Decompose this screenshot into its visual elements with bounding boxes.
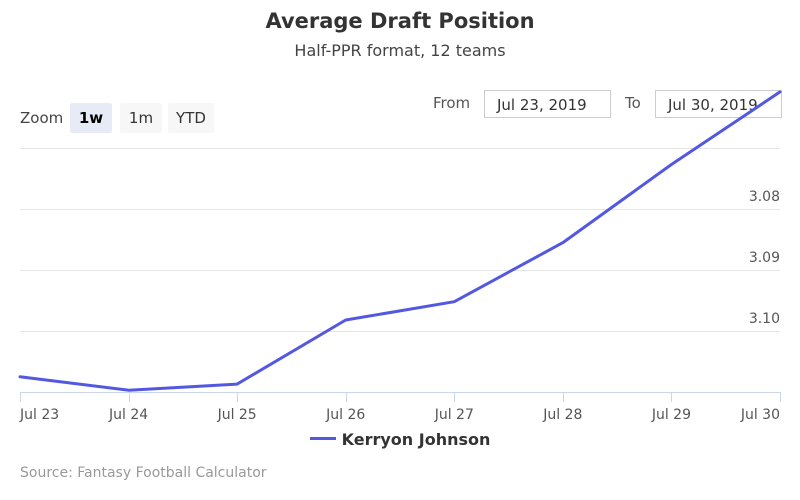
from-date-input[interactable]: Jul 23, 2019 xyxy=(484,90,611,118)
zoom-1w-button[interactable]: 1w xyxy=(70,103,112,133)
x-tick-label: Jul 28 xyxy=(542,407,582,423)
y-tick-label: 3.08 xyxy=(749,189,780,205)
x-tick-label: Jul 29 xyxy=(651,407,691,423)
zoom-label: Zoom xyxy=(20,109,64,127)
y-tick-label: 3.09 xyxy=(749,250,780,266)
credits[interactable]: Source: Fantasy Football Calculator xyxy=(20,465,267,481)
y-tick-label: 3.10 xyxy=(749,311,780,327)
chart-subtitle: Half-PPR format, 12 teams xyxy=(294,41,506,60)
x-tick-label: Jul 24 xyxy=(108,407,148,423)
series-line xyxy=(18,90,782,392)
to-label: To xyxy=(625,94,641,112)
x-tick-label: Jul 26 xyxy=(325,407,365,423)
legend: Kerryon Johnson xyxy=(0,430,800,449)
legend-swatch-line xyxy=(309,437,336,440)
legend-label: Kerryon Johnson xyxy=(341,430,491,449)
x-tick-label: Jul 23 xyxy=(19,407,59,423)
zoom-1m-button[interactable]: 1m xyxy=(120,103,162,133)
chart-title: Average Draft Position xyxy=(265,9,535,33)
zoom-ytd-button[interactable]: YTD xyxy=(168,103,214,133)
from-label: From xyxy=(433,94,471,112)
x-tick-label: Jul 30 xyxy=(740,407,780,423)
legend-item-series[interactable]: Kerryon Johnson xyxy=(309,430,491,449)
x-tick-label: Jul 27 xyxy=(434,407,474,423)
x-tick-label: Jul 25 xyxy=(217,407,257,423)
